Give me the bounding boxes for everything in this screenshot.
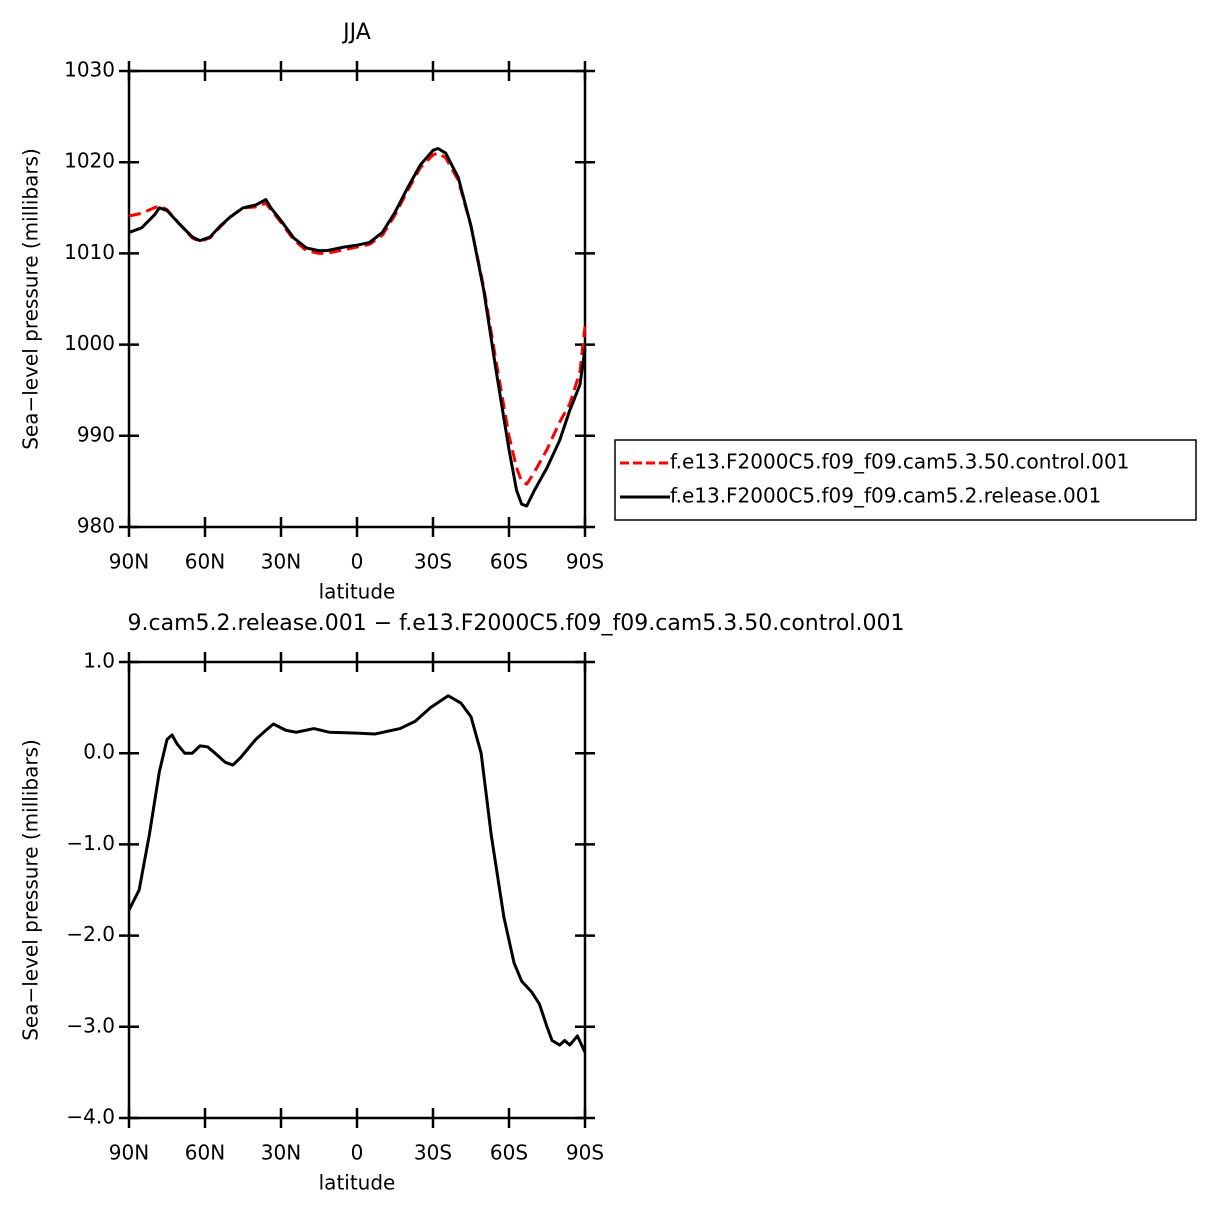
plot-frame [127, 660, 587, 1120]
y-tick-label: −4.0 [66, 1105, 115, 1129]
plot-frame [127, 69, 587, 529]
y-tick-label: 1.0 [83, 649, 115, 673]
x-tick-label: 30N [261, 1141, 301, 1165]
chart-title: 9.cam5.2.release.001 − f.e13.F2000C5.f09… [128, 611, 905, 636]
x-tick-label: 60S [490, 550, 528, 574]
legend-label: f.e13.F2000C5.f09_f09.cam5.3.50.control.… [670, 450, 1129, 474]
y-tick-label: 1030 [64, 58, 115, 82]
x-axis-label: latitude [319, 580, 396, 604]
x-tick-label: 0 [351, 1141, 364, 1165]
y-tick-label: 0.0 [83, 740, 115, 764]
data-line [127, 694, 587, 1053]
x-tick-label: 90S [566, 1141, 604, 1165]
x-tick-label: 90N [109, 550, 149, 574]
y-tick-label: 1010 [64, 240, 115, 264]
x-axis-label: latitude [319, 1171, 396, 1195]
y-tick-label: 980 [77, 514, 115, 538]
y-tick-label: −3.0 [66, 1013, 115, 1037]
legend-box [614, 439, 1197, 521]
y-tick-label: −2.0 [66, 922, 115, 946]
x-tick-label: 30S [414, 1141, 452, 1165]
y-axis-label: Sea−level pressure (millibars) [19, 148, 43, 450]
x-tick-label: 60S [490, 1141, 528, 1165]
x-tick-label: 60N [185, 550, 225, 574]
data-line [128, 147, 587, 508]
y-tick-label: 990 [77, 422, 115, 446]
x-tick-label: 30S [414, 550, 452, 574]
y-tick-label: 1000 [64, 331, 115, 355]
x-tick-label: 60N [185, 1141, 225, 1165]
y-tick-label: −1.0 [66, 831, 115, 855]
legend-label: f.e13.F2000C5.f09_f09.cam5.2.release.001 [670, 484, 1101, 508]
y-axis-label: Sea−level pressure (millibars) [19, 739, 43, 1041]
x-tick-label: 90S [566, 550, 604, 574]
y-tick-label: 1020 [64, 149, 115, 173]
x-tick-label: 90N [109, 1141, 149, 1165]
data-line [128, 151, 587, 486]
x-tick-label: 0 [351, 550, 364, 574]
chart-title: JJA [341, 20, 371, 45]
x-tick-label: 30N [261, 550, 301, 574]
